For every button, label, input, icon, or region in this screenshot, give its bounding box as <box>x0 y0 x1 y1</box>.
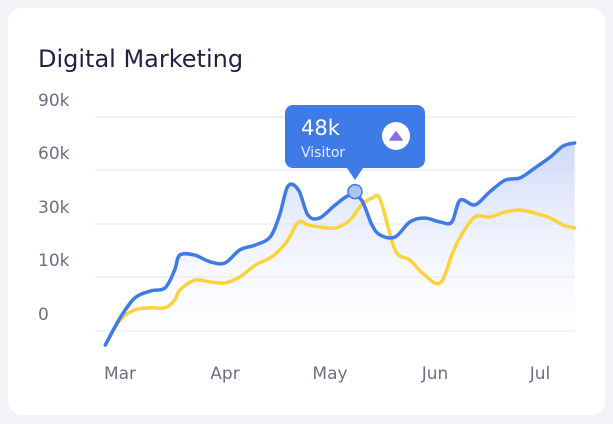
y-tick-label: 0 <box>38 305 49 325</box>
tooltip-arrow <box>389 131 403 141</box>
y-tick-label: 30k <box>38 198 70 218</box>
y-tick-label: 60k <box>38 144 70 164</box>
line <box>103 193 577 347</box>
hover-point <box>347 183 363 200</box>
tooltip-value: 48k <box>301 116 341 140</box>
tooltip-label: Visitor <box>301 145 345 161</box>
x-tick-label: Jul <box>529 364 551 384</box>
area <box>105 142 575 346</box>
line <box>103 141 577 347</box>
y-tick-label: 10k <box>38 251 70 271</box>
chart-title: Digital Marketing <box>38 45 243 73</box>
x-tick-label: Apr <box>210 364 239 384</box>
x-tick-label: Jun <box>421 364 449 384</box>
y-tick-label: 90k <box>38 91 70 111</box>
x-tick-label: Mar <box>104 364 136 384</box>
x-tick-label: May <box>312 364 347 384</box>
